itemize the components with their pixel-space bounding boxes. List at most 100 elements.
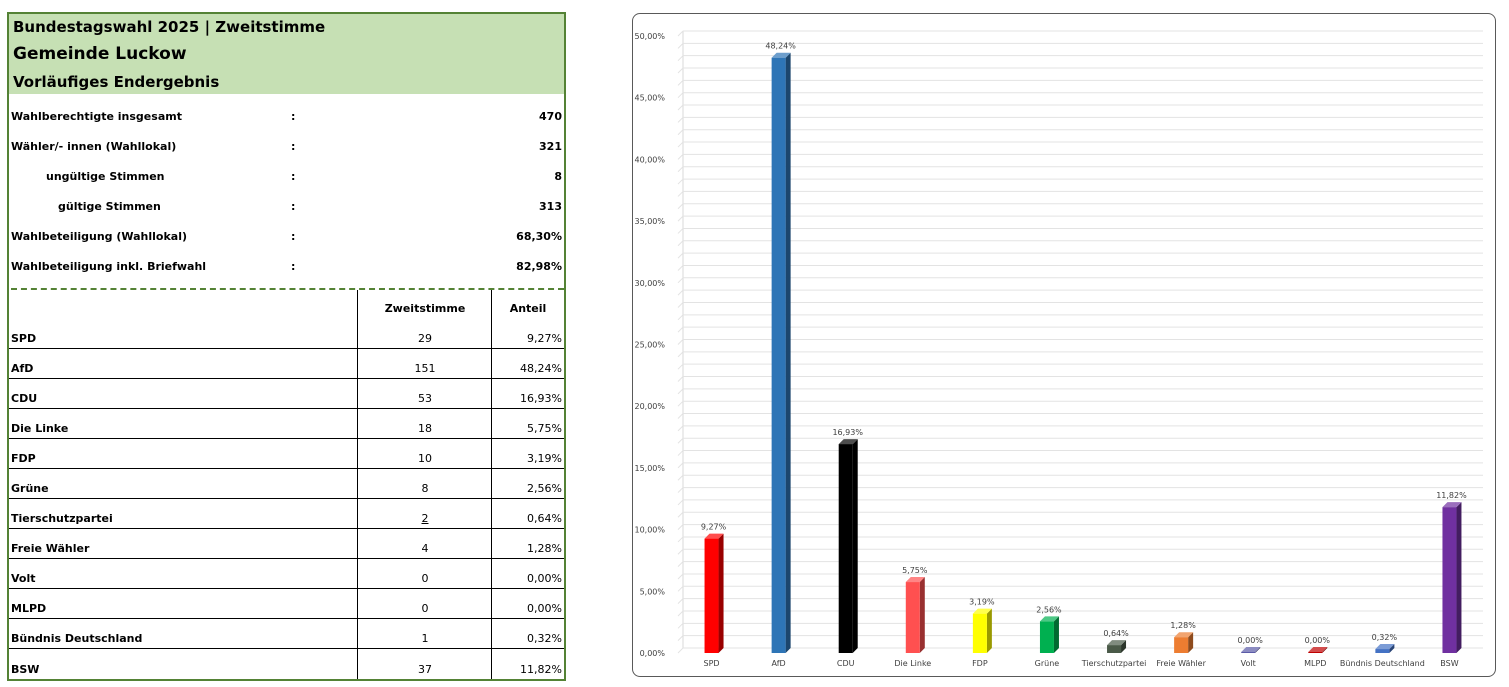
- stat-row-turnout-total: Wahlbeteiligung inkl. Briefwahl : 82,98%: [9, 252, 564, 282]
- result-status: Vorläufiges Endergebnis: [13, 73, 220, 91]
- party-votes: 2: [421, 512, 429, 525]
- y-tick-label: 40,00%: [634, 155, 665, 164]
- stat-label: Wahlbeteiligung (Wahllokal): [11, 230, 188, 243]
- party-votes: 8: [421, 482, 429, 495]
- bar-side: [986, 608, 992, 653]
- party-share: 11,82%: [520, 663, 562, 676]
- y-tick-label: 45,00%: [634, 94, 665, 103]
- bar-side: [1121, 640, 1127, 653]
- x-tick-label: FDP: [972, 659, 988, 668]
- party-name: MLPD: [11, 602, 47, 615]
- bar-top: [1039, 616, 1059, 622]
- gridline-depth: [677, 388, 684, 395]
- bar-bündnis-deutschland: [1375, 644, 1395, 653]
- bar-volt: [1241, 647, 1261, 653]
- stat-value: 470: [539, 110, 562, 123]
- x-tick-label: Volt: [1241, 659, 1256, 668]
- stat-value: 8: [554, 170, 562, 183]
- gridline-depth: [677, 351, 684, 358]
- data-label: 0,64%: [1103, 629, 1129, 638]
- table-row: CDU 53 16,93%: [9, 379, 564, 409]
- party-votes: 18: [418, 422, 432, 435]
- party-share: 5,75%: [527, 422, 562, 435]
- section-divider: [11, 288, 564, 290]
- election-title: Bundestagswahl 2025 | Zweitstimme: [13, 18, 326, 36]
- party-name: Die Linke: [11, 422, 69, 435]
- y-tick-label: 15,00%: [634, 464, 665, 473]
- bar-side: [1255, 647, 1261, 653]
- gridline-depth: [677, 524, 684, 530]
- table-row: AfD 151 48,24%: [9, 349, 564, 379]
- y-tick-label: 20,00%: [634, 402, 665, 411]
- gridline-depth: [677, 536, 684, 543]
- stat-value: 68,30%: [516, 230, 562, 243]
- gridline-depth: [677, 228, 684, 234]
- data-label: 11,82%: [1436, 491, 1467, 500]
- bar-side: [1188, 632, 1194, 653]
- data-label: 0,00%: [1237, 636, 1263, 645]
- gridline-depth: [677, 339, 684, 345]
- party-share: 16,93%: [520, 392, 562, 405]
- bar-top: [771, 52, 791, 58]
- data-label: 0,32%: [1372, 633, 1398, 642]
- stat-colon: :: [291, 230, 296, 243]
- gridline-depth: [677, 598, 684, 604]
- data-label: 9,27%: [701, 523, 727, 532]
- party-name: Freie Wähler: [11, 542, 90, 555]
- party-name: FDP: [11, 452, 36, 465]
- bar-afd: [771, 52, 791, 654]
- y-tick-label: 10,00%: [634, 526, 665, 535]
- gridline-depth: [677, 363, 684, 370]
- stat-colon: :: [291, 170, 296, 183]
- bar-front: [905, 582, 920, 653]
- bar-bsw: [1442, 502, 1462, 653]
- bar-front: [771, 57, 786, 654]
- party-name: BSW: [11, 663, 40, 676]
- bar-side: [852, 439, 858, 653]
- gridline-depth: [677, 289, 684, 296]
- gridline-depth: [677, 302, 684, 308]
- gridline-depth: [677, 647, 684, 654]
- y-tick-label: 5,00%: [640, 587, 666, 596]
- gridline-depth: [677, 166, 684, 173]
- stat-label: Wähler/- innen (Wahllokal): [11, 140, 177, 153]
- gridline-depth: [677, 450, 684, 456]
- bar-side: [1389, 644, 1395, 653]
- party-share: 0,32%: [527, 632, 562, 645]
- gridline-depth: [677, 265, 684, 271]
- gridline-depth: [677, 474, 684, 481]
- bar-freie-wähler: [1174, 632, 1194, 653]
- party-votes: 4: [421, 542, 429, 555]
- table-row: BSW 37 11,82%: [9, 649, 564, 679]
- table-row: MLPD 0 0,00%: [9, 589, 564, 619]
- gridline-depth: [677, 129, 684, 136]
- stat-value: 321: [539, 140, 562, 153]
- bar-side: [718, 533, 724, 653]
- gridline-depth: [677, 413, 684, 419]
- bar-front: [1241, 652, 1256, 653]
- stat-label: ungültige Stimmen: [46, 170, 165, 183]
- gridline-depth: [677, 141, 684, 148]
- table-row: Freie Wähler 4 1,28%: [9, 529, 564, 559]
- bar-side: [1053, 616, 1059, 653]
- x-tick-label: Grüne: [1035, 659, 1060, 668]
- gridline-depth: [677, 154, 684, 160]
- table-row: FDP 10 3,19%: [9, 439, 564, 469]
- bar-top: [1241, 647, 1261, 652]
- bar-front: [972, 613, 987, 653]
- gridline-depth: [677, 178, 684, 185]
- data-label: 0,00%: [1305, 636, 1331, 645]
- gridline-depth: [677, 499, 684, 506]
- bar-front: [1174, 637, 1189, 653]
- party-share: 0,00%: [527, 572, 562, 585]
- party-results-table: Zweitstimme Anteil SPD 29 9,27% AfD 151 …: [9, 290, 564, 679]
- party-name: AfD: [11, 362, 34, 375]
- gridline-depth: [677, 104, 684, 111]
- y-tick-label: 25,00%: [634, 341, 665, 350]
- gridline-depth: [677, 314, 684, 321]
- bar-side: [785, 52, 791, 654]
- column-divider: [357, 290, 358, 679]
- bar-top: [704, 533, 724, 539]
- gridline-depth: [677, 67, 684, 74]
- bar-side: [919, 577, 925, 653]
